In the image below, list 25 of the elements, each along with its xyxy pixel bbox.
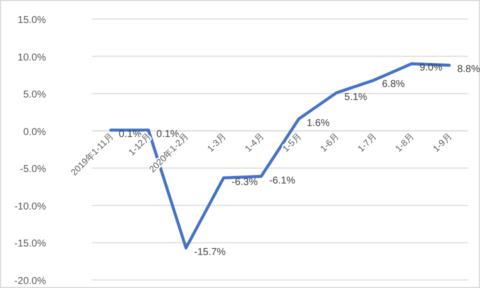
- y-tick-label: -5.0%: [20, 164, 46, 176]
- x-tick-label: 1-6月: [318, 131, 341, 154]
- x-tick-label: 1-8月: [393, 131, 416, 154]
- x-tick-label: 1-9月: [430, 131, 454, 154]
- data-label: 9.0%: [420, 62, 442, 74]
- y-tick-label: 15.0%: [18, 15, 46, 26]
- data-label: 8.8%: [457, 64, 480, 76]
- x-tick-label: 1-5月: [280, 131, 304, 154]
- data-label: -6.1%: [269, 175, 296, 186]
- x-tick-label: 1-3月: [205, 131, 228, 154]
- data-label: -6.3%: [232, 176, 258, 188]
- x-tick-label: 1-4月: [242, 131, 266, 154]
- y-tick-label: 5.0%: [23, 90, 46, 101]
- y-tick-label: 10.0%: [18, 52, 46, 64]
- data-label: 1.6%: [306, 118, 330, 129]
- y-tick-label: 0.0%: [23, 126, 46, 138]
- y-tick-label: -10.0%: [14, 201, 46, 212]
- data-label: 6.8%: [382, 79, 405, 90]
- data-label: 5.1%: [344, 92, 368, 103]
- y-tick-label: -20.0%: [14, 276, 46, 287]
- x-tick-label: 1-7月: [356, 131, 378, 154]
- data-label: -15.7%: [194, 246, 226, 258]
- y-tick-label: -15.0%: [14, 238, 46, 250]
- data-label: 0.1%: [118, 129, 142, 140]
- data-label: 0.1%: [156, 129, 180, 140]
